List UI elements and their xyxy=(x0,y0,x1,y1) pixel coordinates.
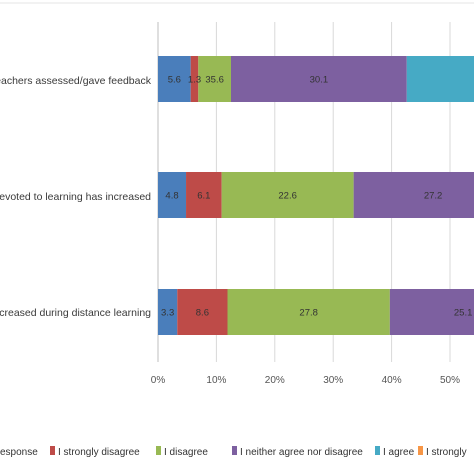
bar-segment xyxy=(158,289,178,335)
data-label: 5.6 xyxy=(168,75,181,86)
bar-segment xyxy=(190,56,199,102)
x-tick-label: 20% xyxy=(265,375,285,386)
legend-label: I neither agree nor disagree xyxy=(240,447,363,458)
data-label: 3.3 xyxy=(161,308,174,319)
bar-segment xyxy=(198,56,231,102)
legend-swatch xyxy=(232,446,237,455)
data-label: 22.6 xyxy=(278,191,297,202)
legend-label: I strongly disagree xyxy=(58,447,140,458)
legend-label: I agree xyxy=(383,447,415,458)
legend-swatch xyxy=(418,446,423,455)
bar-segment xyxy=(221,172,354,218)
bar-segment xyxy=(158,56,191,102)
bar-segment xyxy=(406,56,474,102)
legend: esponse I strongly disagree I disagree I ne… xyxy=(0,446,467,458)
x-tick-label: 50% xyxy=(440,375,460,386)
data-label: 30.1 xyxy=(310,75,329,86)
legend-swatch xyxy=(50,446,55,455)
category-label: devoted to learning has increased xyxy=(0,191,151,203)
bar-segment xyxy=(389,289,474,335)
bar-segment xyxy=(231,56,407,102)
data-label: 27.2 xyxy=(424,191,443,202)
bar-segment xyxy=(227,289,390,335)
x-tick-label: 40% xyxy=(382,375,402,386)
bar-segment xyxy=(158,172,187,218)
bar-segment xyxy=(177,289,228,335)
x-tick-label: 10% xyxy=(206,375,226,386)
data-label: 35.6 xyxy=(205,75,224,86)
data-label: 27.8 xyxy=(299,308,318,319)
data-label: 6.1 xyxy=(197,191,210,202)
x-tick-label: 0% xyxy=(151,375,166,386)
x-tick-label: 30% xyxy=(323,375,343,386)
legend-label: I disagree xyxy=(164,447,208,458)
x-tick-labels: 0% 10% 20% 30% 40% 50% xyxy=(151,375,460,386)
category-label: , teachers assessed/gave feedback xyxy=(0,75,152,87)
category-labels: , teachers assessed/gave feedback devoted… xyxy=(0,75,152,319)
legend-label: esponse xyxy=(0,447,38,458)
legend-swatch xyxy=(375,446,380,455)
data-label: 4.8 xyxy=(165,191,178,202)
legend-swatch xyxy=(156,446,161,455)
bars xyxy=(158,56,474,335)
data-labels: 5.6 1.3 35.6 30.1 4.8 6.1 22.6 27.2 3.3 8.6 27.8 25… xyxy=(161,75,472,319)
bar-segment xyxy=(186,172,222,218)
bar-segment xyxy=(353,172,474,218)
data-label: 25.1 xyxy=(454,308,473,319)
data-label: 1.3 xyxy=(188,75,201,86)
legend-label: I strongly xyxy=(426,447,467,458)
data-label: 8.6 xyxy=(196,308,209,319)
category-label: increased during distance learning xyxy=(0,307,151,319)
